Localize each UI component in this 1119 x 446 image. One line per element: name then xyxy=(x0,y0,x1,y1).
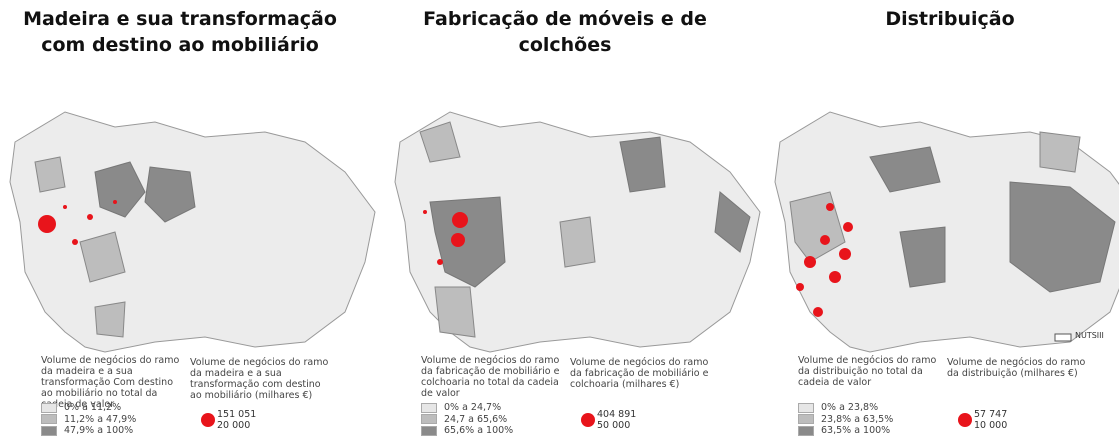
bubble-legend-title: Volume de negócios do ramo da fabricação… xyxy=(570,357,709,390)
legend-swatch xyxy=(421,425,437,436)
legend-class: 23,8% a 63,5% xyxy=(798,414,893,425)
bubble-legend-value: 57 747 xyxy=(974,409,1008,420)
bubble-legend-symbol xyxy=(585,420,591,426)
panel-title: Distribuição xyxy=(885,8,1015,30)
legend-class-label: 65,6% a 100% xyxy=(444,425,514,436)
nutsiii-label: NUTSIII xyxy=(1075,331,1104,340)
legend-swatch xyxy=(421,414,437,424)
map-moveis xyxy=(394,111,761,353)
legend-swatch xyxy=(421,402,437,413)
bubble-legend-value: 20 000 xyxy=(217,420,251,431)
legend-swatch xyxy=(798,425,814,436)
legend-class-label: 23,8% a 63,5% xyxy=(821,413,894,425)
legend-class: 11,2% a 47,9% xyxy=(41,414,136,425)
bubble-legend-value: 10 000 xyxy=(974,420,1008,431)
choropleth-legend-title: Volume de negócios do ramo da fabricação… xyxy=(421,355,560,399)
legend-swatch xyxy=(41,402,57,413)
legend-swatch xyxy=(798,402,814,413)
legend-swatch xyxy=(41,425,57,436)
legend-swatch xyxy=(798,414,814,424)
panel-title: Fabricação de móveis e de colchões xyxy=(423,8,707,56)
legend-class: 0% a 24,7% xyxy=(421,402,501,413)
legend-class: 65,6% a 100% xyxy=(421,425,513,436)
choropleth-legend-title: Volume de negócios do ramo da distribuiç… xyxy=(798,355,937,388)
legend-class: 0% a 23,8% xyxy=(798,402,878,413)
legend-swatch xyxy=(41,414,57,424)
legend-class: 24,7 a 65,6% xyxy=(421,414,507,425)
legend-class-label: 11,2% a 47,9% xyxy=(64,413,137,425)
bubble-legend-symbol xyxy=(205,420,211,426)
map-madeira xyxy=(9,111,376,353)
nutsiii-swatch xyxy=(1054,333,1072,342)
bubble-legend-title: Volume de negócios do ramo da madeira e … xyxy=(190,357,329,401)
legend-class: 0% a 11,2% xyxy=(41,402,121,413)
bubble-legend-title: Volume de negócios do ramo da distribuiç… xyxy=(947,357,1086,379)
bubble-legend-value: 50 000 xyxy=(597,420,631,431)
map-distribuicao xyxy=(774,111,1119,353)
bubble-legend-value: 151 051 xyxy=(217,409,257,420)
choropleth-legend-title: Volume de negócios do ramo da madeira e … xyxy=(41,355,180,410)
legend-class: 47,9% a 100% xyxy=(41,425,133,436)
panel-title: Madeira e sua transformação com destino … xyxy=(23,8,337,56)
legend-class-label: 24,7 a 65,6% xyxy=(444,413,508,425)
bubble-legend-value: 404 891 xyxy=(597,409,637,420)
legend-class-label: 63,5% a 100% xyxy=(821,425,891,436)
legend-class-label: 0% a 11,2% xyxy=(64,402,122,413)
legend-class: 63,5% a 100% xyxy=(798,425,890,436)
bubble-legend-symbol xyxy=(962,420,968,426)
legend-class-label: 47,9% a 100% xyxy=(64,425,134,436)
legend-class-label: 0% a 24,7% xyxy=(444,402,502,413)
legend-class-label: 0% a 23,8% xyxy=(821,402,879,413)
